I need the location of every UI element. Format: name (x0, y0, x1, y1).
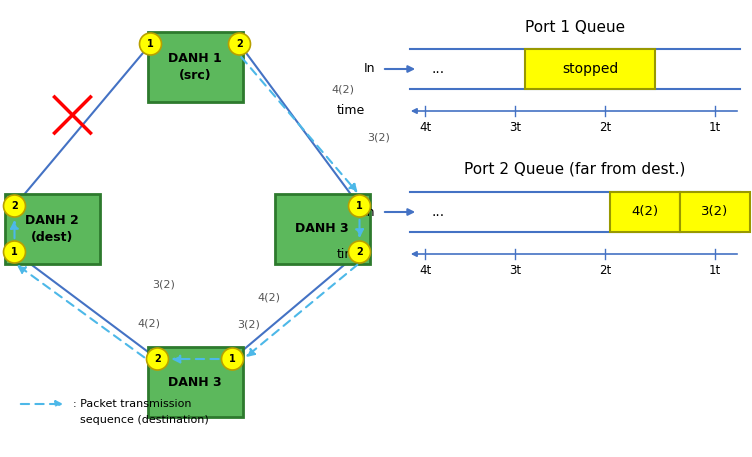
Text: 1: 1 (356, 201, 363, 211)
Text: 2: 2 (356, 247, 363, 257)
Text: sequence (destination): sequence (destination) (73, 415, 209, 425)
Text: DANH 3: DANH 3 (296, 223, 349, 235)
Circle shape (147, 348, 168, 370)
Text: stopped: stopped (562, 62, 618, 76)
Text: DANH 3: DANH 3 (168, 376, 222, 388)
Text: 3t: 3t (509, 264, 521, 277)
Circle shape (348, 195, 371, 217)
Text: 4t: 4t (419, 121, 431, 134)
FancyBboxPatch shape (147, 32, 242, 102)
FancyBboxPatch shape (525, 49, 655, 89)
Text: 1: 1 (147, 39, 154, 49)
FancyBboxPatch shape (610, 192, 680, 232)
Circle shape (140, 33, 162, 55)
Text: : Packet transmission: : Packet transmission (73, 399, 192, 409)
Text: 4(2): 4(2) (632, 206, 659, 218)
Circle shape (229, 33, 250, 55)
Text: ...: ... (432, 205, 444, 219)
Circle shape (4, 241, 26, 263)
Text: 3(2): 3(2) (153, 280, 175, 289)
Text: 3(2): 3(2) (702, 206, 729, 218)
Text: 4(2): 4(2) (332, 85, 354, 95)
FancyBboxPatch shape (147, 347, 242, 417)
Text: 3(2): 3(2) (368, 132, 390, 142)
Text: Port 1 Queue: Port 1 Queue (525, 20, 625, 34)
Text: time: time (337, 248, 365, 260)
Text: 2t: 2t (599, 264, 611, 277)
Circle shape (222, 348, 244, 370)
Text: DANH 1
(src): DANH 1 (src) (168, 52, 222, 82)
Text: 3(2): 3(2) (238, 319, 260, 329)
Text: Port 2 Queue (far from dest.): Port 2 Queue (far from dest.) (464, 161, 686, 176)
Text: 2: 2 (11, 201, 18, 211)
Text: 4t: 4t (419, 264, 431, 277)
Text: 2: 2 (236, 39, 243, 49)
Text: 1t: 1t (709, 264, 721, 277)
Text: 4(2): 4(2) (138, 319, 160, 329)
Text: 2: 2 (154, 354, 161, 364)
Text: 3t: 3t (509, 121, 521, 134)
Text: 2t: 2t (599, 121, 611, 134)
Text: time: time (337, 105, 365, 117)
Text: 1t: 1t (709, 121, 721, 134)
FancyBboxPatch shape (274, 194, 369, 264)
Text: 1: 1 (229, 354, 236, 364)
Text: In: In (363, 206, 375, 218)
Text: DANH 2
(dest): DANH 2 (dest) (25, 214, 79, 244)
Text: 1: 1 (11, 247, 18, 257)
Circle shape (4, 195, 26, 217)
Text: ...: ... (432, 62, 444, 76)
FancyBboxPatch shape (5, 194, 99, 264)
Text: 4(2): 4(2) (257, 292, 280, 303)
FancyBboxPatch shape (680, 192, 750, 232)
Text: In: In (363, 63, 375, 75)
Circle shape (348, 241, 371, 263)
